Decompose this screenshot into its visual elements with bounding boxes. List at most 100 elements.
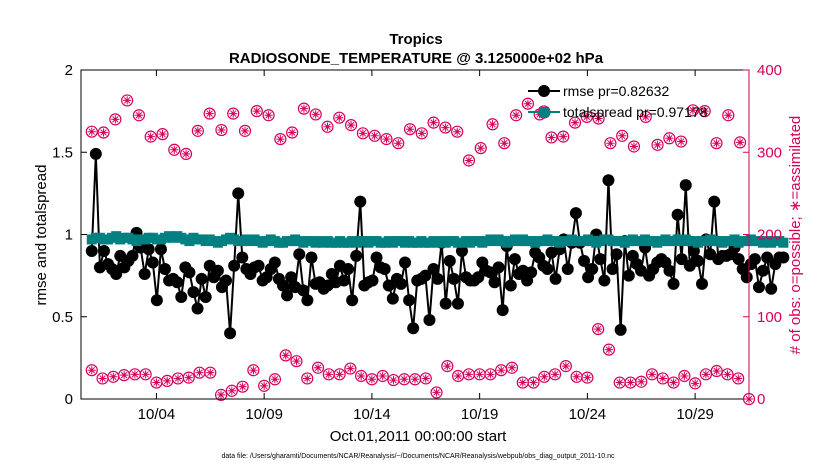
obs-circle (557, 130, 570, 143)
rmse-point (338, 274, 351, 287)
obs-point (441, 360, 454, 373)
obs-circle (297, 102, 311, 115)
obs-star (87, 366, 96, 375)
obs-star (141, 370, 150, 379)
obs-point (430, 386, 443, 399)
obs-star (691, 379, 700, 388)
obs-circle (733, 136, 747, 149)
obs-point (527, 376, 540, 389)
obs-circle (356, 127, 369, 140)
obs-circle (132, 109, 146, 122)
rmse-point (342, 263, 355, 276)
obs-circle (262, 109, 275, 122)
obs-circle (321, 120, 334, 133)
obs-star (653, 140, 662, 149)
obs-point (268, 373, 282, 386)
rmse-point (236, 251, 249, 264)
rmse-point (691, 254, 704, 267)
obs-star (582, 112, 591, 122)
rmse-point (679, 179, 692, 192)
obs-star (281, 351, 290, 360)
obs-circle (301, 372, 314, 385)
obs-point (215, 123, 228, 137)
obs-point (250, 105, 263, 118)
obs-circle (290, 355, 303, 368)
obs-star (378, 371, 387, 381)
obs-star (299, 104, 309, 113)
legend-totalspread-label: totalspread pr=0.97178 (563, 104, 708, 120)
rmse-point (663, 264, 676, 277)
obs-point (179, 147, 193, 160)
obs-point (365, 373, 379, 386)
obs-circle (602, 343, 616, 356)
chart-subtitle: RADIOSONDE_TEMPERATURE @ 3.125000e+02 hP… (229, 50, 604, 67)
obs-point (602, 343, 616, 356)
footer-data-file: data file: /Users/gharamti/Documents/NCA… (221, 453, 615, 460)
obs-star (441, 123, 450, 132)
rmse-point (154, 243, 167, 256)
obs-point (581, 371, 594, 384)
y-tick-label-left: 1.5 (52, 144, 73, 161)
obs-point (624, 376, 637, 389)
obs-point (663, 132, 676, 145)
obs-point (570, 370, 583, 383)
obs-circle (258, 379, 271, 392)
obs-circle (675, 135, 688, 148)
obs-point (722, 109, 735, 122)
obs-star (658, 374, 667, 383)
rmse-point (366, 274, 379, 287)
obs-circle (616, 129, 629, 142)
obs-star (260, 381, 269, 390)
y-axis-label-right: # of obs: o=possible; ∗=assimilated (787, 116, 804, 355)
obs-point (698, 105, 711, 118)
rmse-point (578, 254, 591, 267)
rmse-point (293, 248, 306, 261)
obs-circle (311, 361, 325, 374)
rmse-point (350, 249, 363, 262)
obs-point (516, 376, 529, 389)
obs-point (279, 349, 292, 362)
obs-star (367, 375, 377, 384)
rmse-point (285, 271, 298, 284)
obs-point (733, 136, 747, 149)
obs-star (324, 370, 333, 379)
obs-point (689, 377, 702, 390)
obs-circle (419, 372, 432, 385)
obs-point (97, 126, 110, 139)
rmse-point (175, 291, 188, 304)
obs-circle (667, 376, 680, 389)
obs-circle (592, 322, 605, 336)
obs-point (462, 154, 476, 167)
rmse-point (276, 279, 289, 292)
obs-circle (168, 143, 181, 156)
obs-point (645, 368, 659, 381)
obs-star (700, 107, 709, 116)
obs-star (152, 378, 161, 387)
obs-point (109, 113, 122, 126)
obs-point (474, 142, 487, 155)
rmse-point (403, 294, 416, 307)
series-totalspread (86, 231, 789, 248)
obs-star (488, 120, 497, 129)
obs-circle (545, 131, 558, 144)
rmse-point (569, 207, 582, 220)
obs-point (462, 368, 475, 381)
rmse-point (447, 272, 460, 285)
rmse-point (451, 297, 464, 310)
obs-point (247, 364, 260, 377)
rmse-point (386, 292, 399, 305)
obs-circle (215, 123, 228, 137)
obs-point (613, 376, 626, 389)
obs-star (288, 128, 297, 137)
rmse-point (472, 271, 485, 284)
obs-circle (247, 364, 260, 377)
obs-point (505, 361, 519, 374)
rmse-point (419, 269, 432, 282)
obs-point (274, 132, 287, 146)
obs-point (568, 116, 582, 129)
y-tick-label-right: 300 (757, 144, 782, 161)
obs-point (121, 94, 134, 107)
rmse-point (224, 327, 237, 340)
obs-point (592, 112, 605, 125)
obs-point (297, 102, 311, 115)
